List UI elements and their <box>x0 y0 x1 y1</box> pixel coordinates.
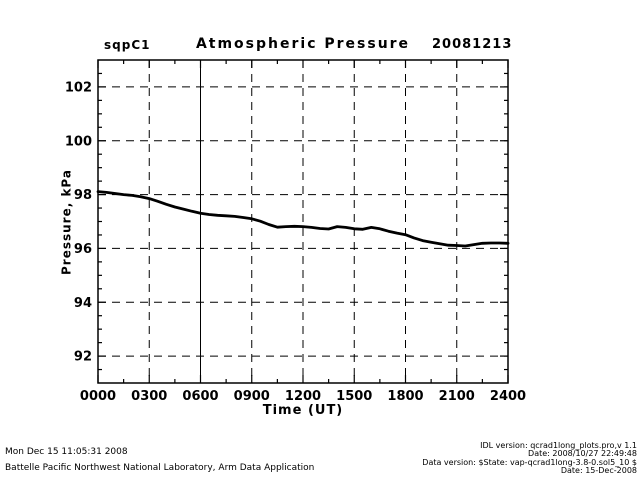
y-tick-label: 98 <box>74 188 92 203</box>
atmospheric-pressure-line <box>96 190 510 248</box>
plot-timestamp: Mon Dec 15 11:05:31 2008 <box>5 447 128 457</box>
idl-date-line: Date: 2008/10/27 22:49:48 <box>528 449 637 459</box>
y-tick-label: 96 <box>74 242 92 257</box>
axis-ticks <box>97 60 509 383</box>
lab-attribution: Battelle Pacific Northwest National Labo… <box>5 463 315 473</box>
y-axis-title: Pressure, kPa <box>59 168 74 276</box>
x-tick-label: 0000 <box>80 389 116 404</box>
version-block: IDL version: qcrad1long_plots.pro,v 1.1 … <box>422 441 637 476</box>
y-tick-label: 102 <box>65 80 92 95</box>
x-tick-label: 0300 <box>131 389 167 404</box>
date-label: 20081213 <box>432 37 513 52</box>
chart-title: Atmospheric Pressure <box>195 36 411 52</box>
gridlines <box>98 60 508 383</box>
x-tick-label: 1800 <box>387 389 423 404</box>
idl-version-line: IDL version: qcrad1long_plots.pro,v 1.1 <box>480 441 637 450</box>
x-tick-label: 1500 <box>336 389 372 404</box>
x-tick-label: 0900 <box>234 389 270 404</box>
y-tick-label: 100 <box>65 134 92 149</box>
data-date-line: Date: 15-Dec-2008 <box>560 466 637 476</box>
site-label: sqpC1 <box>104 38 151 52</box>
x-tick-label: 2400 <box>490 389 526 404</box>
tick-labels: 92 94 96 98 100 102 0000 0300 0600 0900 1200 1500 18… <box>65 80 526 404</box>
y-tick-label: 92 <box>74 350 92 365</box>
x-tick-label: 1200 <box>285 389 321 404</box>
x-tick-label: 0600 <box>182 389 218 404</box>
x-axis-title: Time (UT) <box>262 403 344 418</box>
x-tick-label: 2100 <box>439 389 475 404</box>
y-tick-label: 94 <box>74 296 92 311</box>
data-version-line: Data version: $State: vap-qcrad1long-3.8… <box>422 457 637 467</box>
